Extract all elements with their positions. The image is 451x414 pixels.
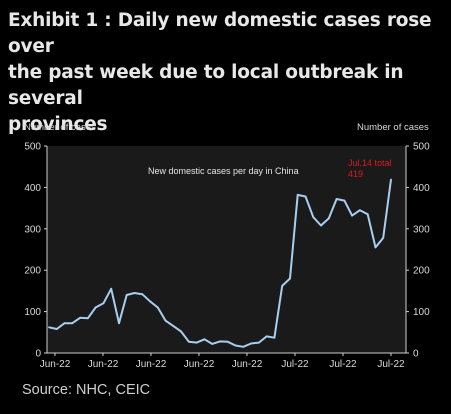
source-note: Source: NHC, CEIC xyxy=(22,382,151,398)
data-point xyxy=(133,292,136,294)
data-point xyxy=(296,194,299,196)
x-tick-label: Jun-22 xyxy=(136,359,167,370)
data-point xyxy=(55,328,58,330)
series-label: New domestic cases per day in China xyxy=(148,166,299,176)
data-point xyxy=(273,336,276,339)
title-line-3: provinces xyxy=(8,114,108,135)
data-point xyxy=(87,317,89,320)
data-point xyxy=(335,198,338,200)
data-point xyxy=(382,237,385,239)
data-point xyxy=(79,316,81,319)
data-point xyxy=(374,246,377,249)
y-tick-label-right: 400 xyxy=(413,183,430,194)
y-tick-label-left: 400 xyxy=(24,183,41,194)
data-point xyxy=(156,306,159,309)
data-point xyxy=(203,338,206,341)
data-point xyxy=(312,216,315,219)
plot-area xyxy=(47,146,406,353)
y-tick-label-left: 500 xyxy=(24,142,41,153)
data-point xyxy=(219,340,221,343)
data-point xyxy=(94,306,97,309)
data-point xyxy=(63,322,66,325)
title-line-2: the past week due to local outbreak in s… xyxy=(8,62,404,109)
y-tick-label-left: 0 xyxy=(35,349,41,360)
data-point xyxy=(164,319,167,322)
data-point xyxy=(195,341,198,344)
annotation-line-1: Jul.14 total xyxy=(348,158,392,168)
data-point xyxy=(226,340,229,343)
data-point xyxy=(327,217,330,220)
data-point xyxy=(141,293,144,296)
data-point xyxy=(343,199,346,202)
data-point xyxy=(304,195,307,198)
tick-labels: 0 0 100 100 200 200 300 300 400 400 500 500 Jun-22 Ju… xyxy=(24,142,430,371)
chart-title: Exhibit 1 : Daily new domestic cases ros… xyxy=(8,8,448,138)
data-point xyxy=(242,345,245,348)
data-point xyxy=(48,326,50,329)
y-tick-label-right: 200 xyxy=(413,266,430,277)
data-point xyxy=(366,213,369,216)
data-point xyxy=(180,330,183,333)
data-point xyxy=(118,322,120,325)
data-point xyxy=(172,325,175,327)
series-layer xyxy=(48,178,392,348)
right-axis-title: Number of cases xyxy=(357,122,429,133)
x-tick-label: Jul-22 xyxy=(329,359,357,370)
x-tick-label: Jun-22 xyxy=(40,359,71,370)
y-tick-label-left: 100 xyxy=(24,307,41,318)
left-axis-title: Number of cases xyxy=(24,122,96,133)
data-point xyxy=(149,300,151,303)
x-tick-label: Jul-22 xyxy=(281,359,309,370)
y-tick-label-left: 200 xyxy=(24,266,41,277)
data-point xyxy=(250,342,253,345)
data-point xyxy=(265,335,268,338)
x-tick-label: Jun-22 xyxy=(232,359,263,370)
data-point xyxy=(359,209,361,212)
data-point xyxy=(390,178,392,181)
y-tick-label-right: 500 xyxy=(413,142,430,153)
data-point xyxy=(258,341,260,344)
y-tick-label-right: 100 xyxy=(413,307,430,318)
data-point xyxy=(110,287,113,290)
data-point xyxy=(281,285,284,287)
title-line-1: Exhibit 1 : Daily new domestic cases ros… xyxy=(8,10,432,57)
x-tick-label: Jun-22 xyxy=(88,359,119,370)
data-point xyxy=(188,340,190,343)
data-point xyxy=(289,277,291,280)
y-tick-label-right: 0 xyxy=(413,349,419,360)
x-tick-label: Jun-22 xyxy=(184,359,215,370)
axes xyxy=(44,145,409,356)
y-tick-label-left: 300 xyxy=(24,224,41,235)
data-point xyxy=(102,302,105,305)
x-tick-label: Jul-22 xyxy=(377,359,405,370)
annotation-line-2: 419 xyxy=(348,169,363,179)
data-point xyxy=(320,224,322,227)
data-point xyxy=(125,294,128,296)
data-point xyxy=(234,344,237,347)
y-tick-label-right: 300 xyxy=(413,224,430,235)
data-point xyxy=(71,322,74,325)
data-point xyxy=(351,214,353,217)
data-point xyxy=(211,343,214,345)
